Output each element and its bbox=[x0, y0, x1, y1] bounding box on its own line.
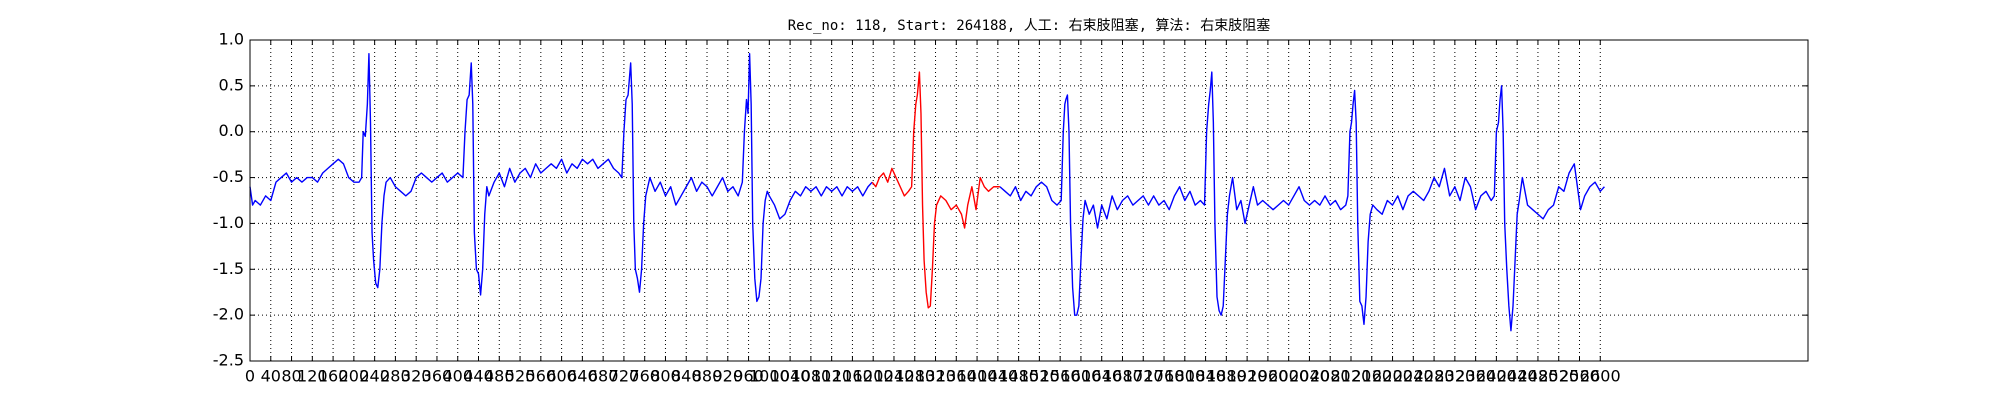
x-tick-label: 1360 bbox=[936, 367, 977, 386]
y-tick-label: -1.0 bbox=[213, 213, 244, 232]
x-tick-label: 1120 bbox=[811, 367, 852, 386]
x-tick-label: 2160 bbox=[1351, 367, 1392, 386]
x-tick-label: 2520 bbox=[1538, 367, 1579, 386]
x-tick-label: 2240 bbox=[1393, 367, 1434, 386]
x-tick-label: 2480 bbox=[1518, 367, 1559, 386]
x-tick-label: 2040 bbox=[1289, 367, 1330, 386]
plot-frame bbox=[249, 39, 1809, 362]
x-tick-label: 1240 bbox=[874, 367, 915, 386]
x-tick-label: 560 bbox=[526, 367, 557, 386]
x-tick-label: 2120 bbox=[1331, 367, 1372, 386]
x-tick-label: 680 bbox=[588, 367, 619, 386]
x-tick-label: 1920 bbox=[1227, 367, 1268, 386]
y-tick-label: 0.5 bbox=[219, 75, 244, 94]
y-tick-label: -1.5 bbox=[213, 259, 244, 278]
x-tick-label: 520 bbox=[505, 367, 536, 386]
x-tick-label: 1840 bbox=[1185, 367, 1226, 386]
x-tick-label: 2440 bbox=[1497, 367, 1538, 386]
x-tick-label: 1960 bbox=[1248, 367, 1289, 386]
x-tick-label: 440 bbox=[463, 367, 494, 386]
x-tick-label: 1760 bbox=[1144, 367, 1185, 386]
x-tick-label: 2400 bbox=[1476, 367, 1517, 386]
x-tick-label: 480 bbox=[484, 367, 515, 386]
x-tick-label: 0 bbox=[245, 367, 255, 386]
x-tick-label: 1680 bbox=[1102, 367, 1143, 386]
x-tick-label: 1560 bbox=[1040, 367, 1081, 386]
x-tick-label: 2360 bbox=[1455, 367, 1496, 386]
x-tick-label: 760 bbox=[629, 367, 660, 386]
series-line bbox=[249, 53, 1605, 332]
x-tick-label: 1280 bbox=[894, 367, 935, 386]
x-tick-label: 1000 bbox=[749, 367, 790, 386]
x-tick-label: 280 bbox=[380, 367, 411, 386]
chart-title: Rec_no: 118, Start: 264188, 人工: 右束肢阻塞, 算… bbox=[788, 17, 1271, 34]
grid bbox=[249, 39, 1808, 362]
x-tick-label: 40 bbox=[261, 367, 281, 386]
x-tick-label: 1480 bbox=[998, 367, 1039, 386]
x-tick-label: 600 bbox=[546, 367, 577, 386]
x-tick-label: 320 bbox=[401, 367, 432, 386]
x-tick-label: 2280 bbox=[1414, 367, 1455, 386]
x-tick-label: 640 bbox=[567, 367, 598, 386]
x-tick-label: 1520 bbox=[1019, 367, 1060, 386]
labels: -2.5-2.0-1.5-1.0-0.50.00.51.00 40 80120160… bbox=[213, 30, 1621, 386]
y-tick-label: -2.5 bbox=[213, 351, 244, 370]
x-tick-label: 400 bbox=[442, 367, 473, 386]
x-tick-label: 2560 bbox=[1559, 367, 1600, 386]
x-tick-label: 1720 bbox=[1123, 367, 1164, 386]
x-tick-label: 1600 bbox=[1061, 367, 1102, 386]
x-tick-label: 1080 bbox=[791, 367, 832, 386]
x-tick-label: 120 bbox=[297, 367, 328, 386]
x-tick-label: 360 bbox=[422, 367, 453, 386]
series-line bbox=[871, 71, 1000, 309]
x-tick-label: 1640 bbox=[1081, 367, 1122, 386]
x-tick-label: 1320 bbox=[915, 367, 956, 386]
x-tick-label: 840 bbox=[671, 367, 702, 386]
x-tick-label: 720 bbox=[609, 367, 640, 386]
x-tick-label: 160 bbox=[318, 367, 349, 386]
y-tick-label: 0.0 bbox=[219, 121, 244, 140]
y-tick-label: -0.5 bbox=[213, 167, 244, 186]
x-tick-label: 2200 bbox=[1372, 367, 1413, 386]
x-tick-label: 2080 bbox=[1310, 367, 1351, 386]
x-tick-label: 800 bbox=[650, 367, 681, 386]
x-tick-label: 880 bbox=[692, 367, 723, 386]
y-tick-label: 1.0 bbox=[219, 30, 244, 49]
x-tick-label: 1880 bbox=[1206, 367, 1247, 386]
x-tick-label: 1200 bbox=[853, 367, 894, 386]
x-tick-label: 2000 bbox=[1268, 367, 1309, 386]
x-tick-label: 960 bbox=[733, 367, 764, 386]
x-tick-label: 1160 bbox=[832, 367, 873, 386]
x-tick-label: 1400 bbox=[957, 367, 998, 386]
x-tick-label: 920 bbox=[713, 367, 744, 386]
x-tick-label: 1440 bbox=[977, 367, 1018, 386]
x-tick-label: 2320 bbox=[1434, 367, 1475, 386]
x-tick-label: 1800 bbox=[1164, 367, 1205, 386]
x-tick-label: 1040 bbox=[770, 367, 811, 386]
lines bbox=[249, 53, 1605, 332]
y-tick-label: -2.0 bbox=[213, 305, 244, 324]
x-tick-label: 240 bbox=[359, 367, 390, 386]
x-tick-label: 2600 bbox=[1580, 367, 1621, 386]
x-tick-label: 200 bbox=[339, 367, 370, 386]
x-tick-label: 80 bbox=[281, 367, 301, 386]
